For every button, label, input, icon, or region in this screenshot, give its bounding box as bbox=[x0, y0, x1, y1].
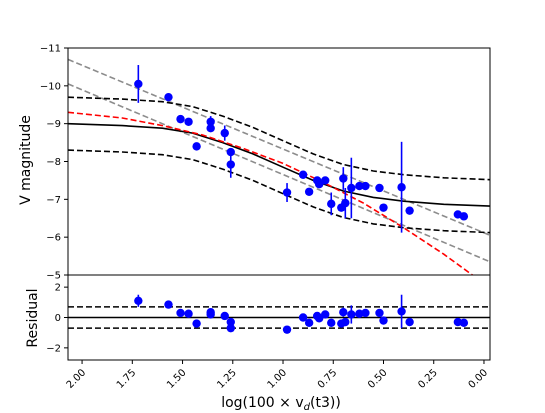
residual-reference-lines bbox=[68, 306, 490, 329]
data-point-residual-6 bbox=[206, 310, 215, 319]
x-tick-label: 0.25 bbox=[416, 367, 440, 391]
data-point-residual-12 bbox=[304, 318, 314, 328]
data-point-residual-20 bbox=[347, 310, 356, 319]
x-tick-label: 0.75 bbox=[316, 367, 340, 391]
data-point-residual-18 bbox=[339, 307, 348, 317]
data-point-main-0 bbox=[134, 79, 143, 89]
residual-data-points bbox=[134, 294, 469, 334]
x-axis-label: log(100 × vd(t3)) bbox=[221, 395, 341, 413]
data-point-residual-22 bbox=[361, 308, 370, 318]
residual-y-tick-label: −2 bbox=[46, 343, 61, 354]
data-point-main-20 bbox=[347, 183, 356, 193]
data-point-residual-2 bbox=[176, 308, 185, 318]
data-point-residual-26 bbox=[405, 317, 414, 327]
x-axis-label-subscript: d bbox=[304, 402, 311, 413]
data-point-main-10 bbox=[282, 188, 292, 197]
data-point-residual-9 bbox=[226, 323, 235, 333]
main-y-tick-label: −9 bbox=[46, 119, 61, 130]
data-point-main-2 bbox=[176, 114, 185, 124]
data-point-main-14 bbox=[314, 180, 324, 189]
x-tick-label: 1.25 bbox=[215, 367, 239, 391]
data-point-main-23 bbox=[375, 183, 384, 193]
data-point-main-28 bbox=[459, 212, 469, 221]
data-point-main-18 bbox=[339, 174, 348, 183]
main-data-points bbox=[134, 65, 469, 233]
data-point-main-24 bbox=[379, 203, 388, 212]
y-axis-label-residual: Residual bbox=[25, 288, 41, 347]
main-y-tick-label: −10 bbox=[40, 81, 61, 92]
data-point-main-12 bbox=[304, 187, 314, 196]
data-point-main-9 bbox=[226, 160, 235, 169]
model-upper-dashed-line bbox=[68, 96, 490, 181]
main-y-tick-label: −5 bbox=[46, 271, 61, 282]
x-axis: 2.00 1.75 1.50 1.25 1.00 0.75 0.50 0.25 0.00 bbox=[65, 360, 490, 391]
data-point-main-1 bbox=[164, 92, 173, 102]
residual-y-tick-label: 2 bbox=[55, 283, 61, 294]
data-point-main-11 bbox=[298, 170, 308, 179]
data-point-main-26 bbox=[405, 206, 414, 215]
data-point-main-4 bbox=[192, 142, 201, 151]
data-point-residual-8 bbox=[226, 317, 235, 327]
data-point-residual-3 bbox=[184, 309, 193, 318]
data-point-main-19 bbox=[341, 198, 350, 208]
data-point-main-22 bbox=[361, 181, 370, 191]
data-point-residual-10 bbox=[282, 325, 292, 334]
data-point-main-16 bbox=[327, 199, 336, 209]
main-y-tick-label: −6 bbox=[46, 233, 61, 244]
x-tick-label: 2.00 bbox=[65, 367, 89, 391]
data-point-residual-16 bbox=[327, 318, 336, 328]
data-point-residual-4 bbox=[192, 319, 201, 328]
data-point-residual-0 bbox=[134, 296, 143, 306]
data-point-main-25 bbox=[397, 183, 406, 192]
x-tick-label: 1.75 bbox=[115, 367, 139, 391]
main-y-tick-label: −8 bbox=[46, 157, 61, 168]
x-tick-label: 1.00 bbox=[266, 367, 290, 391]
x-tick-label: 0.00 bbox=[467, 367, 491, 391]
data-point-residual-14 bbox=[314, 314, 324, 323]
main-curves bbox=[68, 58, 490, 275]
data-point-residual-23 bbox=[375, 308, 384, 318]
data-point-residual-1 bbox=[164, 300, 173, 309]
x-tick-label: 1.50 bbox=[165, 367, 189, 391]
red-dashed-fit-line bbox=[68, 111, 474, 275]
data-point-residual-11 bbox=[298, 313, 308, 322]
model-lower-dashed-line bbox=[68, 149, 490, 234]
data-point-residual-7 bbox=[220, 311, 229, 321]
gray-dashed-line-upper bbox=[68, 58, 490, 237]
data-point-main-5 bbox=[206, 117, 215, 126]
gray-dashed-line-lower bbox=[68, 83, 490, 263]
main-y-tick-label: −7 bbox=[46, 195, 61, 206]
data-point-main-15 bbox=[321, 176, 330, 185]
data-point-main-21 bbox=[355, 181, 364, 191]
data-point-main-7 bbox=[220, 128, 229, 138]
data-point-residual-15 bbox=[321, 310, 330, 319]
residual-y-tick-label: 0 bbox=[55, 313, 61, 324]
main-y-tick-label: −11 bbox=[40, 44, 61, 55]
x-tick-label: 0.50 bbox=[366, 367, 390, 391]
data-point-residual-19 bbox=[341, 317, 350, 327]
model-solid-line bbox=[68, 122, 490, 207]
residual-plot-panel: 2 0 −2 bbox=[46, 274, 491, 361]
data-point-residual-24 bbox=[379, 316, 388, 325]
data-point-main-3 bbox=[184, 117, 193, 126]
main-plot-panel: −11 −10 −9 −8 −7 −6 −5 bbox=[40, 44, 491, 282]
data-point-residual-28 bbox=[459, 318, 469, 328]
data-point-residual-25 bbox=[397, 307, 406, 316]
y-axis-label-main: V magnitude bbox=[18, 115, 34, 205]
data-point-main-6 bbox=[206, 124, 215, 133]
